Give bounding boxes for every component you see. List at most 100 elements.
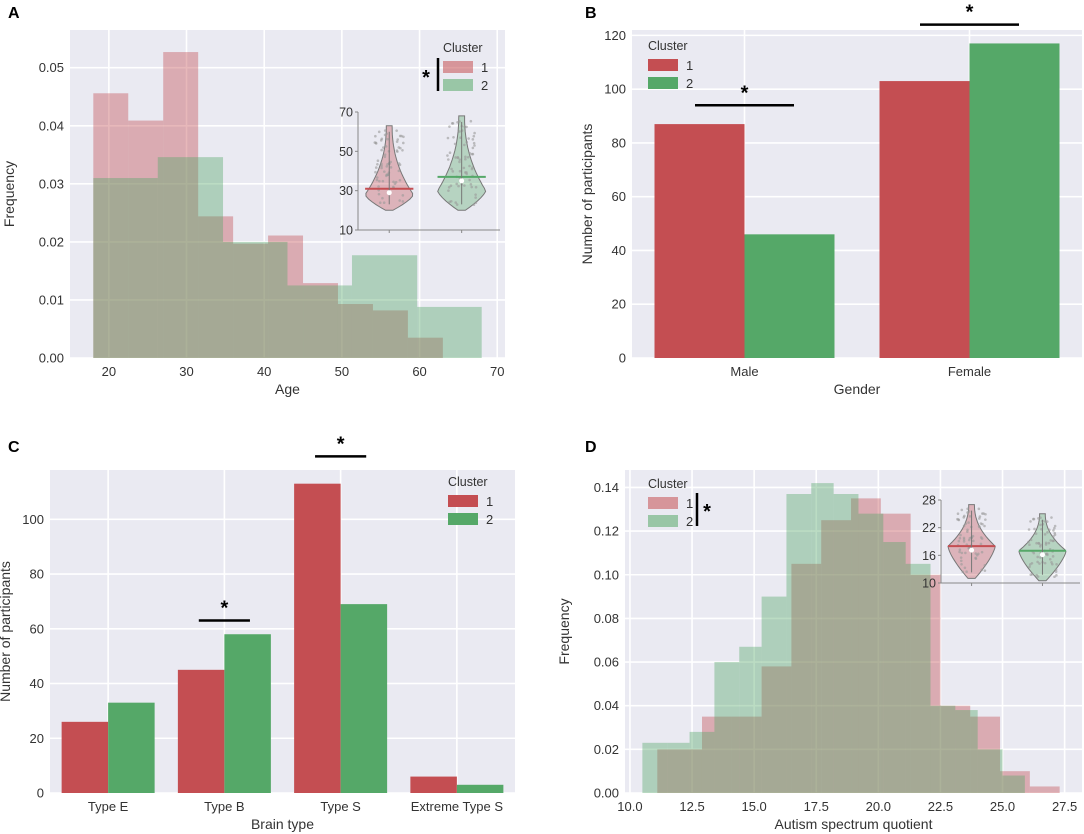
x-tick-label: 60	[412, 364, 426, 379]
legend-swatch	[448, 495, 478, 507]
violin-point	[1043, 561, 1047, 565]
legend-title: Cluster	[648, 39, 688, 53]
violin-point	[1055, 563, 1058, 566]
x-tick-label: 30	[179, 364, 193, 379]
violin-point	[1030, 573, 1034, 576]
violin-point	[374, 134, 377, 138]
inset-y-tick-label: 10	[339, 224, 353, 238]
violin-point	[972, 539, 975, 543]
violin-point	[454, 156, 457, 159]
x-tick-label: Type S	[320, 799, 361, 814]
violin-point	[458, 120, 461, 123]
violin-point	[974, 552, 978, 555]
bar-male-cluster-2	[744, 234, 835, 358]
violin-point	[1029, 520, 1032, 523]
violin-point	[983, 563, 987, 567]
violin-point	[1028, 543, 1031, 546]
y-tick-label: 0.00	[39, 351, 64, 366]
histogram-bar	[739, 646, 762, 793]
x-tick-label: 25.0	[990, 799, 1015, 814]
violin-point	[1043, 533, 1047, 536]
violin-point	[402, 141, 405, 145]
x-tick-label: Type B	[204, 799, 244, 814]
significance-star: *	[966, 2, 974, 24]
legend-swatch	[443, 79, 473, 91]
legend-title: Cluster	[448, 475, 488, 489]
violin-point	[1047, 541, 1051, 545]
y-tick-label: 20	[612, 297, 626, 312]
violin-point	[983, 524, 986, 528]
y-axis-label: Number of participants	[579, 124, 595, 265]
significance-star: *	[220, 598, 228, 620]
histogram-bar	[157, 157, 224, 358]
violin-point	[397, 169, 401, 173]
violin-point	[458, 158, 462, 161]
x-tick-label: 15.0	[741, 799, 766, 814]
violin-point	[381, 196, 384, 200]
violin-point	[983, 569, 987, 572]
violin-point	[383, 155, 387, 159]
y-tick-label: 0.03	[39, 176, 64, 191]
violin-point	[966, 528, 969, 532]
panel-label: C	[8, 439, 20, 456]
violin-point	[962, 538, 966, 541]
violin-point	[382, 146, 385, 149]
violin-point	[452, 135, 455, 139]
legend-title: Cluster	[648, 477, 688, 491]
y-tick-label: 120	[604, 28, 626, 43]
bar-type-s-cluster-2	[340, 604, 388, 793]
histogram-bar	[731, 716, 762, 793]
violin-point	[458, 160, 461, 164]
violin-point	[1038, 562, 1041, 565]
histogram-bar	[198, 216, 234, 358]
histogram-bar	[955, 710, 978, 793]
x-tick-label: 10.0	[617, 799, 642, 814]
violin-point	[472, 203, 476, 207]
violin-point	[979, 542, 983, 546]
violin-point	[463, 184, 466, 187]
inset-violin: 10 16 22 28	[922, 494, 1080, 591]
y-tick-label: 100	[604, 82, 626, 97]
violin-point	[381, 179, 385, 183]
violin-point	[1046, 531, 1049, 534]
y-tick-label: 60	[612, 189, 626, 204]
violin-point	[448, 151, 452, 155]
y-tick-label: 0	[37, 786, 44, 801]
y-tick-label: 60	[30, 621, 44, 636]
violin-point	[980, 550, 984, 554]
y-tick-label: 0.08	[594, 611, 619, 626]
violin-point	[1050, 560, 1053, 564]
histogram-bar	[303, 283, 338, 358]
violin-point	[471, 138, 475, 141]
y-tick-label: 0.01	[39, 292, 64, 307]
y-tick-label: 100	[22, 512, 44, 527]
violin-point	[1039, 556, 1042, 559]
violin-point	[386, 162, 389, 166]
violin-point	[1027, 540, 1030, 544]
y-tick-label: 0.00	[594, 786, 619, 801]
violin-point	[474, 201, 478, 205]
panel-label: A	[8, 5, 20, 22]
violin-point	[464, 155, 467, 159]
violin-point	[474, 196, 477, 199]
violin-point	[373, 141, 377, 144]
significance-star: *	[703, 501, 711, 523]
panel-A: 0.00 0.01 0.02 0.03 0.04 0.05 20 30 40 50 60 70 Age F…	[1, 5, 505, 397]
legend-swatch	[648, 59, 678, 71]
violin-point	[1053, 531, 1057, 535]
y-tick-label: 0.06	[594, 655, 619, 670]
histogram-bar	[233, 243, 269, 358]
violin-point	[1052, 529, 1055, 532]
x-tick-label: 70	[490, 364, 504, 379]
violin-point	[466, 155, 470, 159]
violin-point	[455, 203, 459, 206]
violin-point	[468, 164, 471, 168]
violin-point	[1039, 543, 1042, 547]
violin-point	[374, 166, 378, 169]
violin-median-marker	[386, 190, 392, 196]
y-tick-label: 80	[612, 135, 626, 150]
x-axis-label: Gender	[834, 381, 881, 397]
violin-point	[967, 538, 971, 542]
violin-point	[956, 512, 960, 516]
violin-point	[984, 518, 987, 521]
